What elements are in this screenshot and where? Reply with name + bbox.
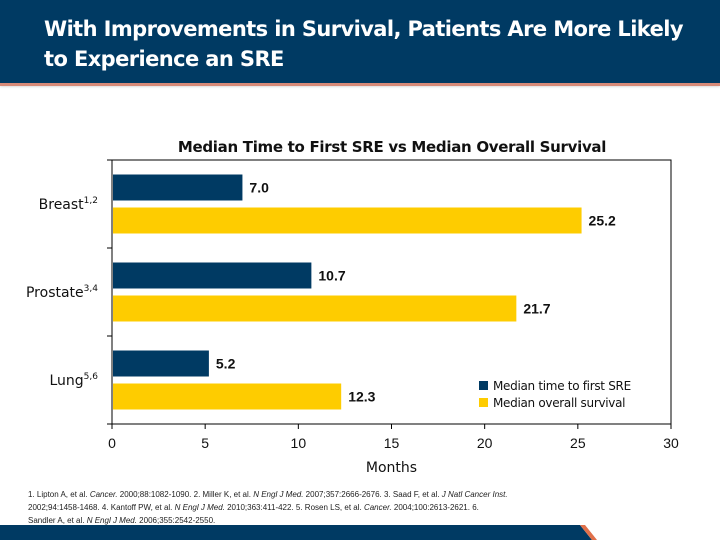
x-tick-label: 15	[384, 435, 400, 451]
bar-time-to-sre	[113, 262, 312, 289]
bar-overall-survival	[113, 383, 342, 410]
data-label: 21.7	[523, 301, 550, 317]
footer-bar	[0, 525, 597, 540]
category-name: Breast	[39, 197, 85, 213]
legend-label: Median overall survival	[493, 396, 625, 410]
reference-item: 5. Rosen LS, et al. Cancer. 2004;100:261…	[295, 503, 473, 512]
category-name: Prostate	[26, 285, 84, 301]
category-superscript: 5,6	[84, 372, 99, 382]
footer-band	[0, 525, 592, 540]
reference-item: 3. Saad F, et al. J Natl Cancer Inst. 20…	[28, 490, 508, 512]
category-superscript: 1,2	[84, 196, 98, 206]
category-label: Prostate3,4	[26, 284, 98, 301]
reference-item: 2. Miller K, et al. N Engl J Med. 2007;3…	[193, 490, 384, 499]
reference-item: 1. Lipton A, et al. Cancer. 2000;88:1082…	[28, 490, 194, 499]
category-name: Lung	[49, 373, 83, 389]
bar-time-to-sre	[113, 350, 209, 377]
x-axis-label: Months	[366, 460, 417, 476]
x-tick-label: 5	[201, 435, 209, 451]
reference-item: 4. Kantoff PW, et al. N Engl J Med. 2010…	[101, 503, 296, 512]
data-label: 10.7	[318, 268, 345, 284]
reference-item: 6. Sandler A, et al. N Engl J Med. 2006;…	[28, 503, 479, 525]
references-footnote: 1. Lipton A, et al. Cancer. 2000;88:1082…	[28, 488, 508, 527]
data-label: 5.2	[216, 356, 236, 372]
category-label: Lung5,6	[49, 372, 98, 389]
bar-overall-survival	[113, 295, 517, 322]
slide-title: With Improvements in Survival, Patients …	[44, 17, 684, 71]
category-superscript: 3,4	[84, 284, 99, 294]
x-tick-label: 25	[570, 435, 586, 451]
header-accent-line	[0, 83, 720, 86]
x-tick-label: 20	[477, 435, 493, 451]
data-label: 7.0	[249, 180, 269, 196]
x-tick-label: 0	[108, 435, 116, 451]
footer-stripe	[580, 525, 597, 540]
bar-time-to-sre	[113, 174, 243, 201]
data-label: 12.3	[348, 389, 375, 405]
x-tick-label: 10	[291, 435, 307, 451]
bar-overall-survival	[113, 207, 582, 234]
legend-label: Median time to first SRE	[493, 379, 631, 393]
legend-swatch	[479, 398, 488, 407]
legend-swatch	[479, 381, 488, 390]
data-label: 25.2	[589, 213, 616, 229]
chart-title: Median Time to First SRE vs Median Overa…	[177, 138, 607, 156]
x-tick-label: 30	[663, 435, 679, 451]
category-label: Breast1,2	[39, 196, 98, 213]
slide-header	[0, 0, 720, 83]
